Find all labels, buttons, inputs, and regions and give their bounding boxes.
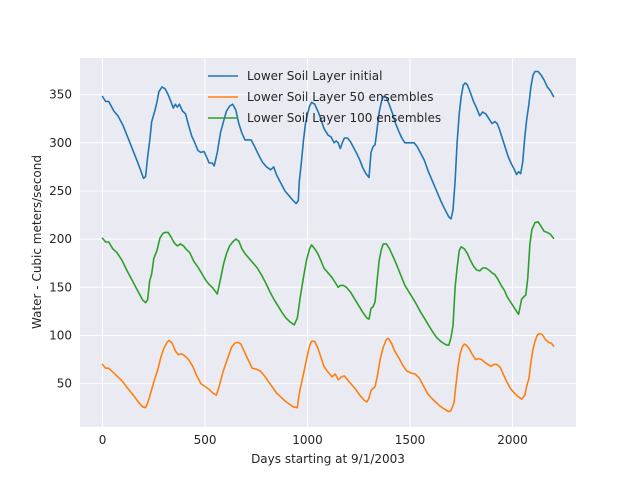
- grid-lines: [80, 58, 576, 427]
- y-tick-label: 250: [49, 184, 72, 198]
- tick-labels: 0 500 1000 1500 2000 50 100 150 200 250 300 350: [49, 88, 528, 447]
- x-tick-label: 1000: [292, 433, 323, 447]
- x-tick-label: 1500: [395, 433, 426, 447]
- series-line-1: [101, 332, 555, 413]
- x-axis-label: Days starting at 9/1/2003: [251, 452, 405, 466]
- y-axis-label: Water - Cubic meters/second: [30, 155, 44, 329]
- series-line-2: [101, 221, 555, 346]
- legend-label-2: Lower Soil Layer 100 ensembles: [247, 111, 441, 125]
- x-tick-label: 2000: [497, 433, 528, 447]
- series-line-0: [101, 70, 555, 220]
- legend: Lower Soil Layer initial Lower Soil Layer…: [208, 69, 441, 125]
- legend-label-1: Lower Soil Layer 50 ensembles: [247, 90, 433, 104]
- y-tick-label: 200: [49, 232, 72, 246]
- y-tick-label: 300: [49, 136, 72, 150]
- y-tick-label: 150: [49, 280, 72, 294]
- y-tick-label: 350: [49, 88, 72, 102]
- series-lines: [101, 70, 555, 413]
- x-tick-label: 500: [194, 433, 217, 447]
- y-tick-label: 100: [49, 328, 72, 342]
- x-tick-label: 0: [99, 433, 107, 447]
- legend-label-0: Lower Soil Layer initial: [247, 69, 382, 83]
- y-tick-label: 50: [57, 377, 72, 391]
